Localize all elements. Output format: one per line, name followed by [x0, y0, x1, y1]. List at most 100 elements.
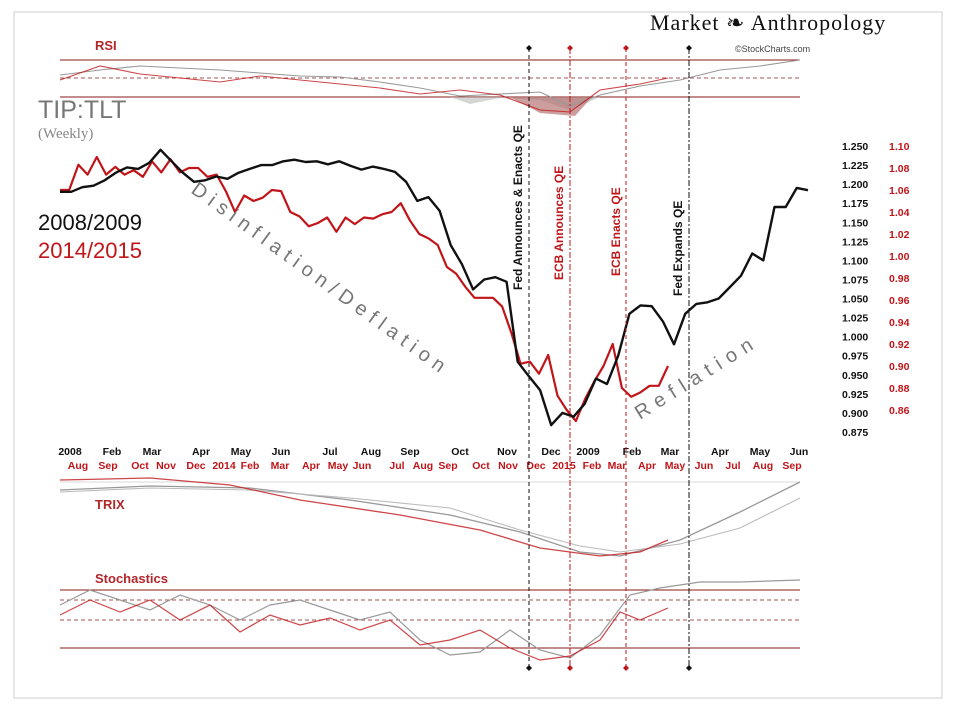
x-tick-2014: Jun [353, 460, 372, 472]
x-tick-2014: Aug [413, 460, 433, 472]
event-label: Fed Expands QE [671, 201, 685, 296]
x-tick-2014: Apr [638, 460, 656, 472]
legend-2008-2009: 2008/2009 [38, 210, 142, 235]
right-axis-tick: 1.08 [889, 163, 910, 175]
rsi-line-2014 [59, 65, 669, 113]
rsi-panel [59, 59, 801, 116]
x-tick-2008: 2009 [576, 446, 600, 458]
left-axis-tick: 1.050 [842, 294, 868, 306]
stockcharts-credit: ©StockCharts.com [735, 44, 811, 54]
left-axis-tick: 1.000 [842, 332, 868, 344]
x-tick-2014: Jun [695, 460, 714, 472]
event-diamond [623, 665, 629, 671]
x-tick-2008: Nov [497, 446, 517, 458]
right-axis-tick: 1.10 [889, 141, 910, 153]
x-tick-2014: 2015 [552, 460, 576, 472]
x-tick-2014: Sep [438, 460, 457, 472]
x-tick-2008: Dec [541, 446, 560, 458]
x-tick-2014: May [665, 460, 686, 472]
right-axis-tick: 0.96 [889, 295, 910, 307]
right-axis-tick: 0.98 [889, 273, 910, 285]
period-label: (Weekly) [38, 126, 94, 142]
x-tick-2014: Apr [302, 460, 320, 472]
x-tick-2008: Sep [400, 446, 419, 458]
left-axis-tick: 0.975 [842, 351, 868, 363]
x-tick-2014: Nov [498, 460, 518, 472]
event-label: ECB Enacts QE [609, 187, 623, 276]
x-tick-2008: May [750, 446, 771, 458]
event-diamond [686, 665, 692, 671]
x-tick-2014: May [328, 460, 349, 472]
left-axis-tick: 1.225 [842, 160, 868, 172]
x-tick-2014: Feb [583, 460, 602, 472]
x-tick-2014: Oct [472, 460, 490, 472]
event-diamond [567, 665, 573, 671]
event-diamond [623, 45, 629, 51]
x-tick-2008: Oct [451, 446, 469, 458]
x-tick-2008: Jun [272, 446, 291, 458]
x-tick-2008: Aug [361, 446, 381, 458]
event-diamond [526, 665, 532, 671]
x-tick-2014: Dec [526, 460, 545, 472]
right-axis-tick: 1.00 [889, 251, 910, 263]
right-axis-tick: 0.88 [889, 383, 910, 395]
x-tick-2008: Mar [661, 446, 680, 458]
right-axis-tick: 1.02 [889, 229, 910, 241]
right-axis-tick: 0.94 [889, 317, 910, 329]
left-axis-tick: 1.250 [842, 141, 868, 153]
x-tick-2014: Feb [241, 460, 260, 472]
right-axis-tick: 0.92 [889, 339, 910, 351]
left-axis-tick: 1.175 [842, 198, 868, 210]
x-tick-2014: Aug [68, 460, 88, 472]
left-axis-tick: 1.200 [842, 179, 868, 191]
left-axis-tick: 0.875 [842, 427, 868, 439]
trix-line-2008 [59, 481, 801, 557]
trix-panel [59, 477, 801, 557]
x-tick-2014: Sep [98, 460, 117, 472]
event-diamond [686, 45, 692, 51]
brand-title: Market ❧ Anthropology [650, 10, 887, 35]
series-2008-2009-line [60, 148, 809, 427]
trix-line-2014 [59, 477, 669, 557]
x-tick-2014: Dec [186, 460, 205, 472]
left-axis-tick: 1.125 [842, 236, 868, 248]
event-diamond [567, 45, 573, 51]
event-lines: Fed Announces & Enacts QE ECB Announces Q… [511, 45, 692, 671]
stochastics-panel [59, 579, 801, 661]
x-tick-2014: Jul [389, 460, 404, 472]
x-tick-2014: Nov [156, 460, 176, 472]
x-tick-2014: Mar [271, 460, 290, 472]
x-tick-2008: Mar [143, 446, 162, 458]
x-tick-2008: May [231, 446, 252, 458]
rsi-label: RSI [95, 38, 117, 53]
x-tick-2008: Jun [790, 446, 809, 458]
x-tick-2014: Sep [782, 460, 801, 472]
right-axis-tick: 1.04 [889, 207, 910, 219]
x-tick-2008: Jul [322, 446, 337, 458]
x-tick-2014: Mar [608, 460, 627, 472]
x-tick-2014: Aug [753, 460, 773, 472]
event-diamond [526, 45, 532, 51]
left-axis-tick: 1.150 [842, 217, 868, 229]
x-tick-2014: Jul [725, 460, 740, 472]
x-tick-2008: Apr [711, 446, 729, 458]
x-tick-2014: 2014 [212, 460, 236, 472]
left-axis-tick: 1.100 [842, 255, 868, 267]
stochastics-line-2008 [59, 579, 801, 659]
series-2014-2015-line [60, 155, 669, 423]
stochastics-label: Stochastics [95, 571, 168, 586]
stochastics-line-2014 [59, 599, 669, 661]
left-axis-tick: 0.950 [842, 370, 868, 382]
left-axis-tick: 0.925 [842, 389, 868, 401]
trix-signal-2008 [59, 487, 801, 553]
trix-label: TRIX [95, 497, 125, 512]
event-label: ECB Announces QE [552, 166, 566, 280]
left-axis-tick: 1.075 [842, 274, 868, 286]
x-tick-2008: Apr [192, 446, 210, 458]
legend-2014-2015: 2014/2015 [38, 238, 142, 263]
right-axis-tick: 1.06 [889, 185, 910, 197]
left-axis-tick: 0.900 [842, 408, 868, 420]
x-tick-2008: Feb [103, 446, 122, 458]
page-frame [13, 11, 943, 699]
